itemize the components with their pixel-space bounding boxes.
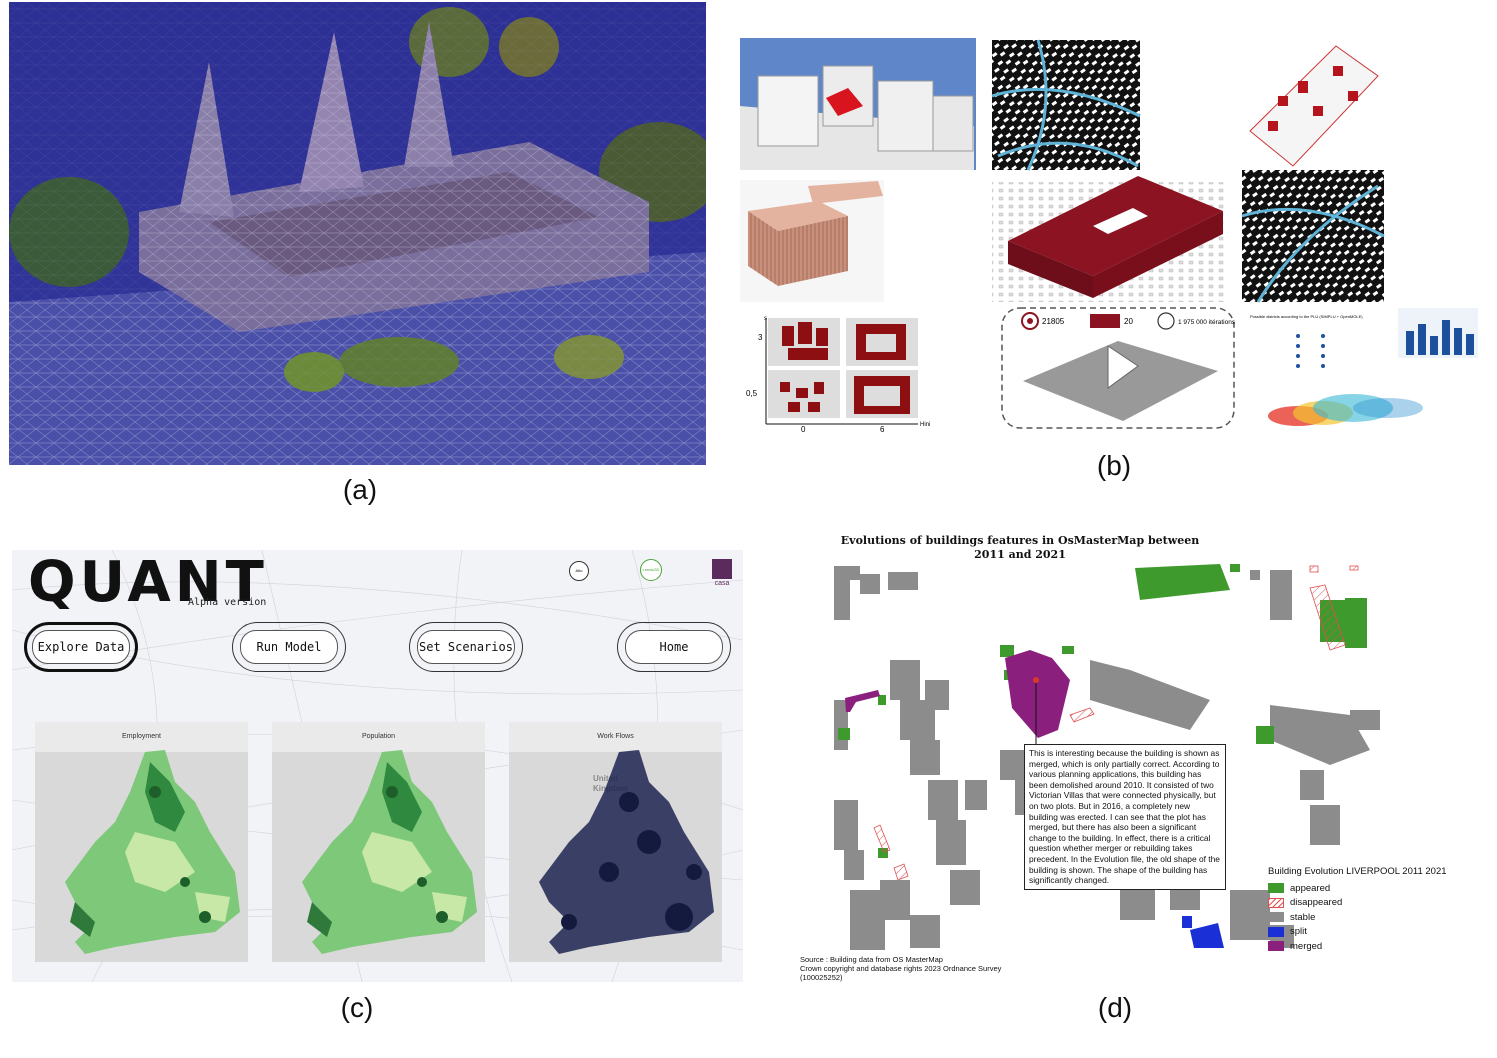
legend-label-stable: stable (1290, 911, 1316, 923)
employment-map-title: Employment (35, 722, 248, 752)
population-map-title: Population (272, 722, 485, 752)
legend-swatch-merged (1268, 941, 1284, 952)
legend-swatch-stable (1268, 912, 1284, 923)
explore-data-label: Explore Data (32, 630, 130, 664)
map-title: Evolutions of buildings features in OsMa… (830, 534, 1210, 562)
legend: Building Evolution LIVERPOOL 2011 2021 a… (1268, 866, 1447, 954)
set-scenarios-button[interactable]: Set Scenarios (409, 622, 523, 672)
source-line1: Source : Building data from OS MasterMap (800, 955, 943, 964)
legend-label-split: split (1290, 926, 1307, 938)
version-label: Alpha version (188, 597, 267, 608)
mesh-image (9, 2, 706, 465)
plu-title: Possible districts according to the PLU … (1250, 314, 1363, 319)
legend-stable: stable (1268, 910, 1447, 925)
caption-a: (a) (342, 474, 378, 505)
casa-logo-icon[interactable] (712, 559, 732, 579)
map-title-line1: Evolutions of buildings features in OsMa… (840, 534, 1200, 547)
legend-disappeared: disappeared (1268, 896, 1447, 911)
home-button[interactable]: Home (617, 622, 731, 672)
legend-merged: merged (1268, 939, 1447, 954)
population-map-card[interactable]: Population (272, 722, 485, 962)
panel-a-mesh-render (9, 2, 706, 465)
source-line2: Crown copyright and database rights 2023… (800, 964, 1002, 973)
axis-x-left: 0 (801, 425, 806, 434)
map-title-line2: 2011 and 2021 (974, 548, 1066, 561)
axis-y-label: s (764, 316, 767, 322)
caption-d: (d) (1097, 992, 1133, 1023)
source-note: Source : Building data from OS MasterMap… (800, 955, 1001, 982)
employment-map (65, 750, 240, 954)
source-line3: (100025252) (800, 973, 843, 982)
axis-y-bottom: 0,5 (746, 389, 758, 398)
legend-appeared: appeared (1268, 881, 1447, 896)
legend-title: Building Evolution LIVERPOOL 2011 2021 (1268, 866, 1447, 877)
legend-swatch-split (1268, 926, 1284, 937)
home-label: Home (625, 630, 723, 664)
legend-label-merged: merged (1290, 940, 1323, 952)
annotation-box: This is interesting because the building… (1024, 744, 1226, 890)
axis-x-label: Hini (920, 422, 930, 428)
legend-label-appeared: appeared (1290, 882, 1331, 894)
explore-data-button[interactable]: Explore Data (24, 622, 138, 672)
caption-c: (c) (340, 992, 374, 1023)
population-map (302, 750, 477, 954)
work-flows-map-card[interactable]: Work Flows United Kingdom (509, 722, 722, 962)
panel-b-simulation-collage: 3 0,5 s 0 6 Hini 21805 20 1 975 000 itér… (738, 36, 1490, 434)
stat-blocks: 20 (1124, 317, 1133, 326)
collage-image: 3 0,5 s 0 6 Hini 21805 20 1 975 000 itér… (740, 38, 1490, 434)
axis-x-right: 6 (880, 425, 885, 434)
stat-iterations: 1 975 000 itérations (1178, 319, 1236, 326)
partner-badge-round[interactable]: Alto (569, 561, 589, 581)
legend-label-disappeared: disappeared (1290, 897, 1343, 909)
employment-map-card[interactable]: Employment (35, 722, 248, 962)
legend-swatch-disappeared (1268, 897, 1284, 908)
caption-b: (b) (1096, 450, 1132, 481)
casa-logo-label: casa (714, 580, 730, 587)
quant-logo: QUANT (28, 550, 268, 615)
work-flows-map (539, 750, 714, 954)
run-model-button[interactable]: Run Model (232, 622, 346, 672)
legend-split: split (1268, 925, 1447, 940)
partner-badge-green[interactable]: LeedsGD (640, 559, 662, 581)
run-model-label: Run Model (240, 630, 338, 664)
panel-c-quant-ui: QUANT Alpha version Alto LeedsGD casa Ex… (12, 550, 743, 982)
set-scenarios-label: Set Scenarios (417, 630, 515, 664)
legend-swatch-appeared (1268, 883, 1284, 894)
work-flows-map-title: Work Flows (509, 722, 722, 752)
stat-target: 21805 (1042, 317, 1065, 326)
axis-y-top: 3 (758, 333, 763, 342)
panel-d-building-evolution: Evolutions of buildings features in OsMa… (790, 530, 1460, 1020)
